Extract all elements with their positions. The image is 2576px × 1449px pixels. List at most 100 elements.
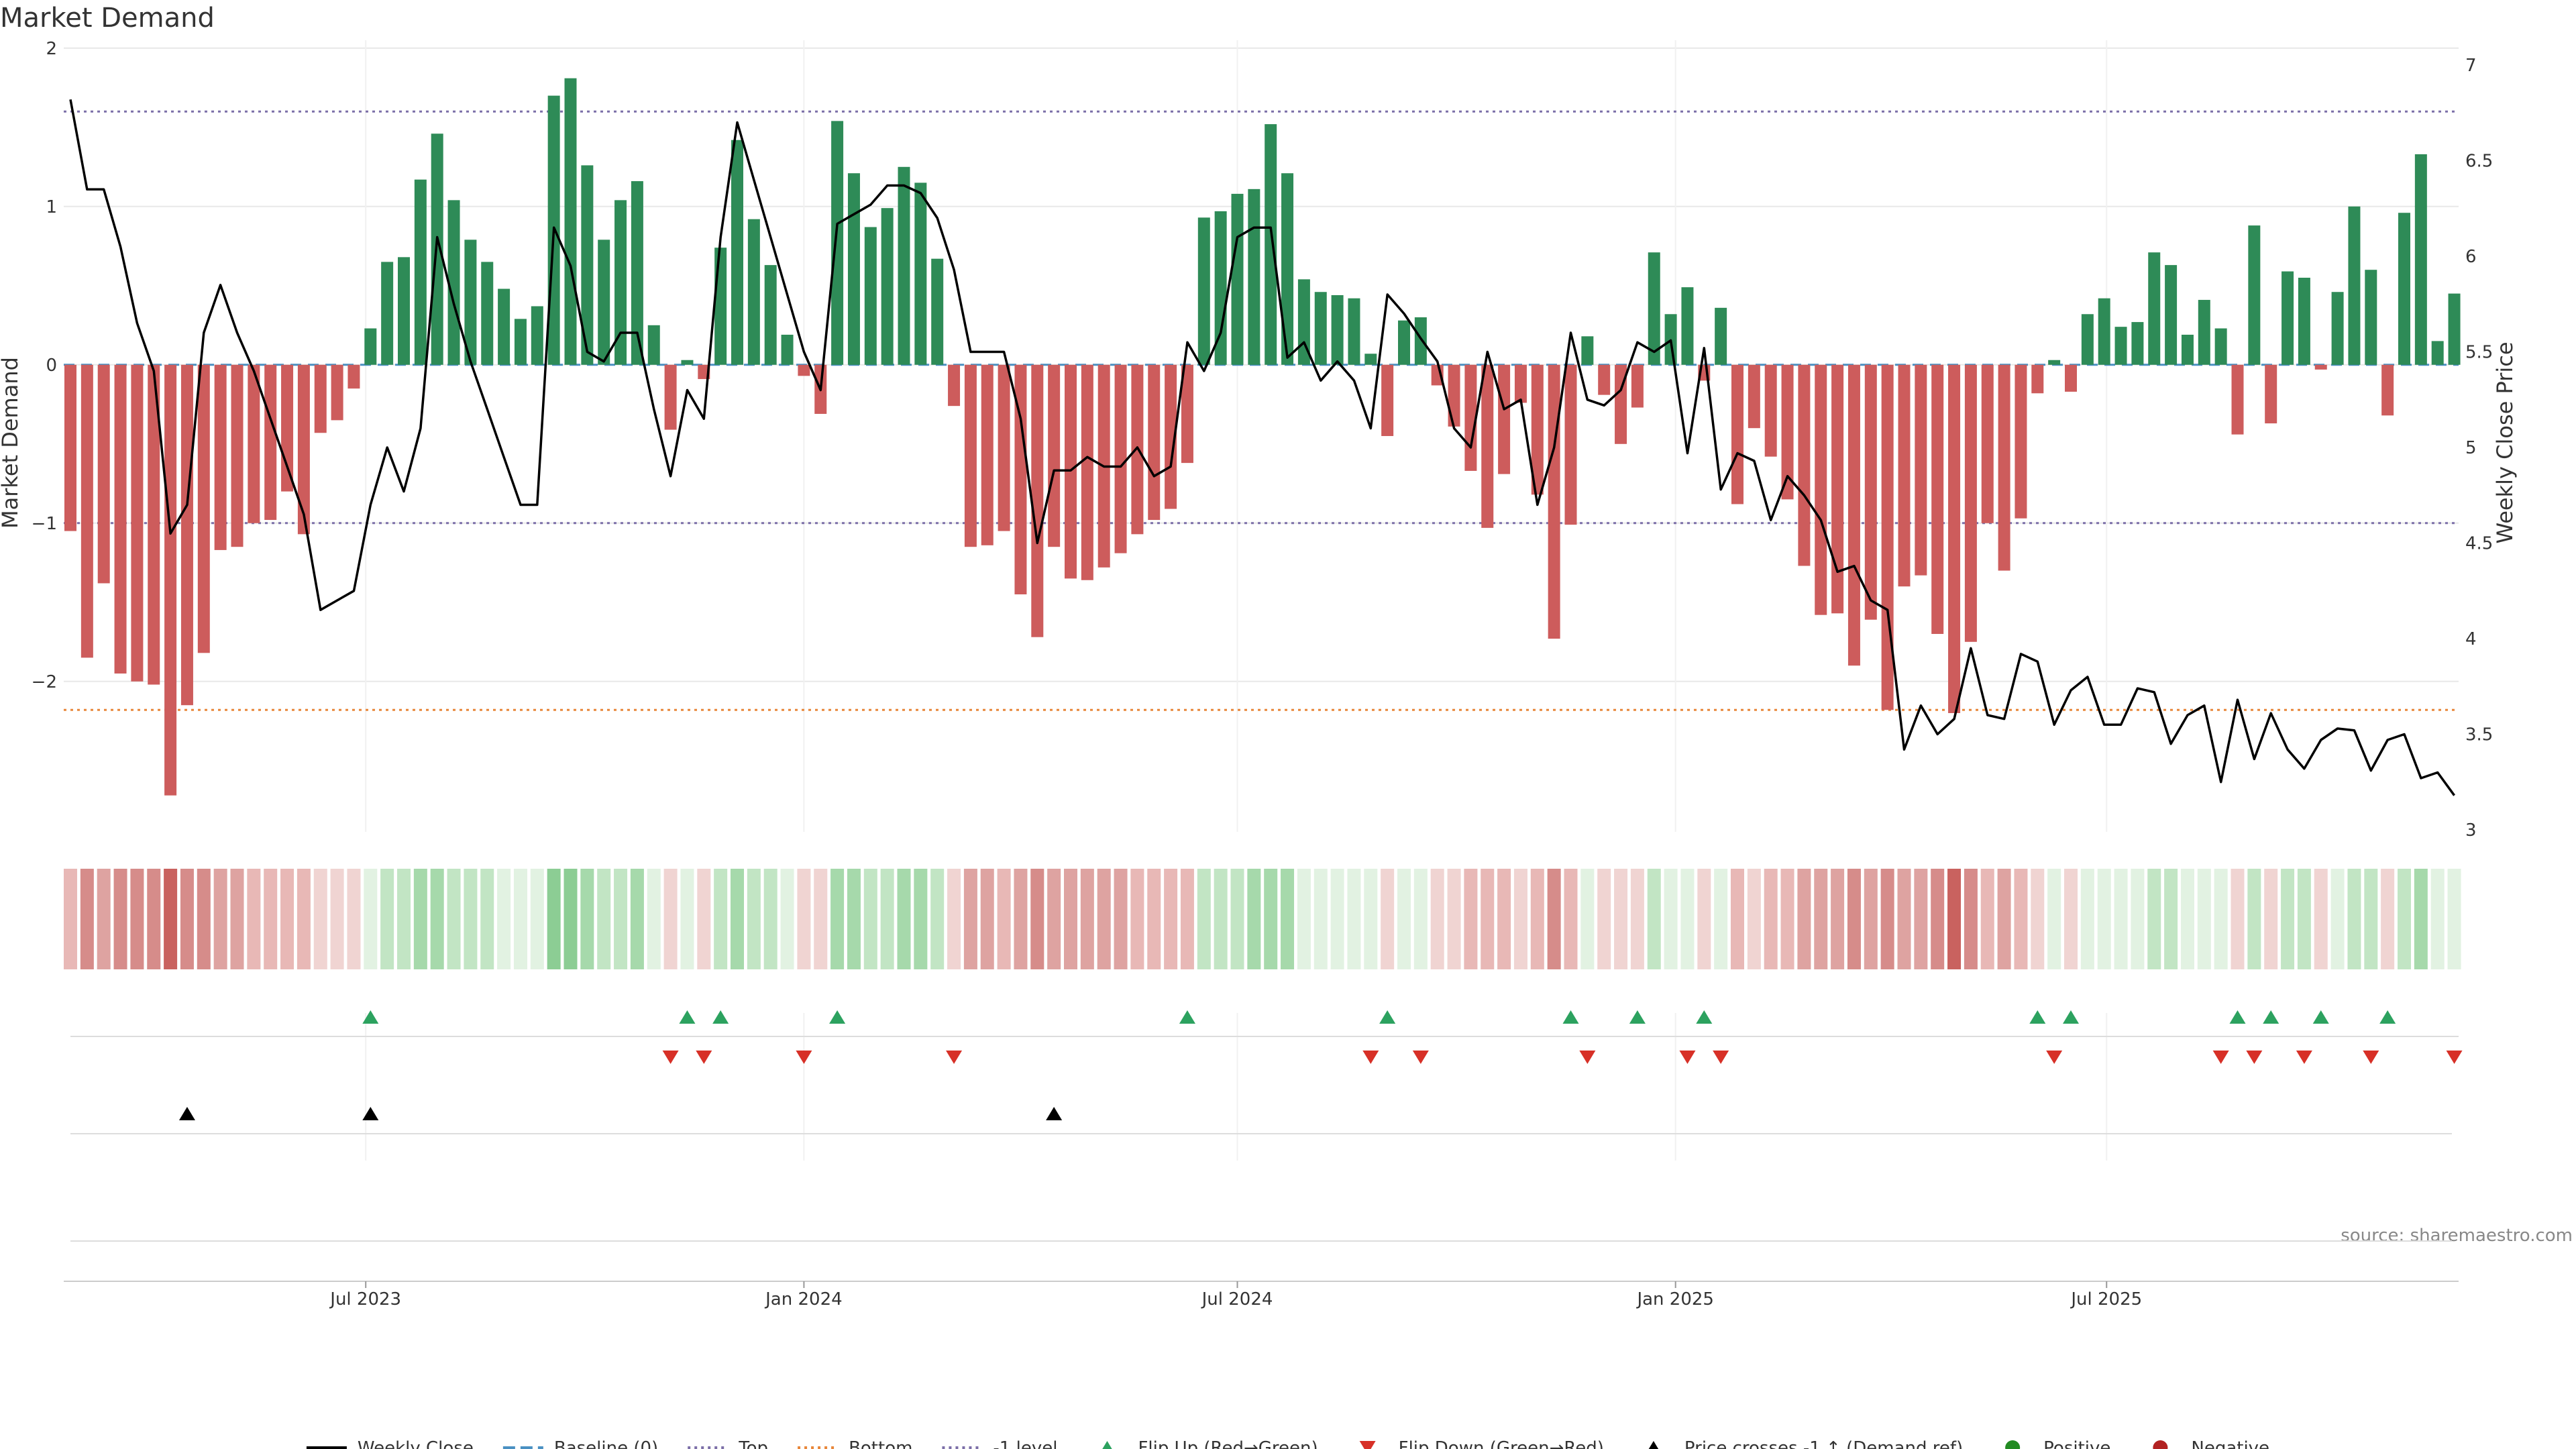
heat-strip-cell	[1447, 869, 1461, 969]
heat-strip-cell	[547, 869, 561, 969]
legend-label: Flip Down (Green→Red)	[1399, 1438, 1604, 1449]
demand-bar	[481, 262, 494, 365]
demand-bar	[1398, 320, 1410, 365]
heat-strip-cell	[464, 869, 478, 969]
y2-tick-label: 7	[2465, 56, 2477, 76]
heat-strip-cell	[1831, 869, 1845, 969]
y2-tick-label: 6	[2465, 247, 2477, 267]
flip-up-marker	[362, 1010, 379, 1024]
demand-bar	[564, 78, 577, 365]
demand-bar	[414, 179, 427, 365]
demand-bar	[314, 364, 327, 433]
demand-bar	[614, 200, 627, 365]
heat-strip-cell	[2264, 869, 2278, 969]
heat-strip-cell	[1430, 869, 1444, 969]
y2-tick-label: 5.5	[2465, 343, 2493, 363]
demand-bar	[2031, 364, 2044, 394]
flip-up-marker	[1562, 1010, 1579, 1024]
demand-bar	[214, 364, 227, 550]
heat-strip-cell	[780, 869, 794, 969]
y-tick-label: 0	[46, 356, 57, 376]
demand-bar	[64, 364, 76, 531]
demand-bar	[1681, 287, 1694, 365]
demand-bar	[1564, 364, 1577, 525]
heat-strip-cell	[2231, 869, 2245, 969]
heat-strip-cell	[1214, 869, 1228, 969]
demand-bar	[2065, 364, 2077, 392]
demand-bar	[281, 364, 294, 492]
heat-strip-cell	[1080, 869, 1094, 969]
heat-strip-cell	[663, 869, 678, 969]
heat-strip-cell	[1680, 869, 1695, 969]
y2-axis-ticks: 7 6.5 6 5.5 5 4.5 4 3.5 3	[2465, 56, 2493, 841]
demand-bar	[1081, 364, 1093, 580]
heat-strip-cell	[97, 869, 111, 969]
heat-strip-cell	[397, 869, 411, 969]
heat-strip-cell	[2214, 869, 2228, 969]
flip-down-marker	[2246, 1051, 2263, 1064]
legend-item: Positive	[2005, 1438, 2110, 1449]
heat-strip-cell	[1364, 869, 1378, 969]
flip-down-marker	[2363, 1051, 2379, 1064]
price-line-layer	[69, 99, 2456, 796]
heat-strip-cell	[2364, 869, 2378, 969]
heat-strip-cell	[997, 869, 1011, 969]
heat-strip-cell	[1947, 869, 1962, 969]
legend-item: Price crosses -1 ↑ (Demand ref)	[1648, 1438, 1963, 1449]
heat-strip-cell	[164, 869, 178, 969]
heat-strip-cell	[1880, 869, 1894, 969]
x-axis: Jul 2023 Jan 2024 Jul 2024 Jan 2025 Jul 2025	[64, 1281, 2459, 1309]
heat-strip-cell	[930, 869, 945, 969]
legend-label: Flip Up (Red→Green)	[1138, 1438, 1318, 1449]
demand-bars	[64, 78, 2461, 796]
demand-bar	[1598, 364, 1611, 395]
flip-up-marker	[829, 1010, 846, 1024]
heat-strip-cell	[1914, 869, 1928, 969]
demand-bar	[398, 257, 410, 365]
demand-bar	[1831, 364, 1844, 614]
heat-strip-cell	[1547, 869, 1561, 969]
flip-down-marker	[1679, 1051, 1696, 1064]
heat-strip-cell	[2164, 869, 2178, 969]
heat-strip-cell	[1413, 869, 1428, 969]
demand-bar	[97, 364, 110, 584]
heat-strip-cell	[1097, 869, 1111, 969]
demand-bar	[1964, 364, 1977, 642]
legend-label: -1 level	[993, 1438, 1057, 1449]
heat-strip-cell	[847, 869, 861, 969]
flip-up-marker	[2312, 1010, 2329, 1024]
heat-strip-cell	[264, 869, 278, 969]
heat-strip-cell	[2114, 869, 2128, 969]
heat-strip-cell	[897, 869, 911, 969]
heat-strip-cell	[1064, 869, 1077, 969]
demand-bar	[248, 364, 260, 523]
heat-strip-cell	[113, 869, 127, 969]
demand-bar	[798, 364, 810, 376]
heat-strip-cell	[1731, 869, 1744, 969]
demand-bar	[114, 364, 127, 674]
demand-bar	[1715, 307, 1727, 365]
price-cross-marker	[1046, 1107, 1063, 1120]
heat-strip-cell	[2097, 869, 2111, 969]
heat-strip-cell	[630, 869, 644, 969]
demand-bar	[2248, 225, 2261, 365]
heat-strip-cell	[1747, 869, 1761, 969]
demand-bar	[2165, 265, 2178, 365]
heat-strip-cell	[731, 869, 744, 969]
demand-bar	[1297, 279, 1310, 365]
demand-bar	[347, 364, 360, 389]
heat-strip-cell	[947, 869, 961, 969]
demand-bar	[2348, 206, 2361, 365]
demand-bar	[447, 200, 460, 365]
x-tick-label: Jul 2025	[2070, 1289, 2142, 1309]
demand-bar	[1197, 217, 1210, 365]
demand-bar	[1114, 364, 1127, 553]
demand-bar	[2448, 293, 2461, 365]
heat-strip-cell	[1397, 869, 1411, 969]
heat-strip-cell	[313, 869, 327, 969]
heat-strip-cell	[880, 869, 894, 969]
heat-strip-cell	[364, 869, 378, 969]
heat-strip-cell	[763, 869, 777, 969]
flip-down-marker	[662, 1051, 679, 1064]
price-cross-marker	[362, 1107, 379, 1120]
